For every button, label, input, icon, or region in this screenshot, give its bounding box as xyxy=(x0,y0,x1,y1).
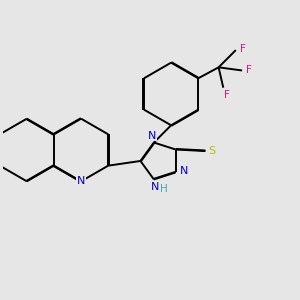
Text: N: N xyxy=(151,182,160,192)
Text: F: F xyxy=(224,90,230,100)
Text: N: N xyxy=(148,130,157,141)
Text: F: F xyxy=(240,44,246,53)
Text: N: N xyxy=(180,166,189,176)
Text: S: S xyxy=(209,146,216,156)
Text: F: F xyxy=(246,65,252,76)
Text: H: H xyxy=(160,184,168,194)
Text: N: N xyxy=(77,176,85,186)
